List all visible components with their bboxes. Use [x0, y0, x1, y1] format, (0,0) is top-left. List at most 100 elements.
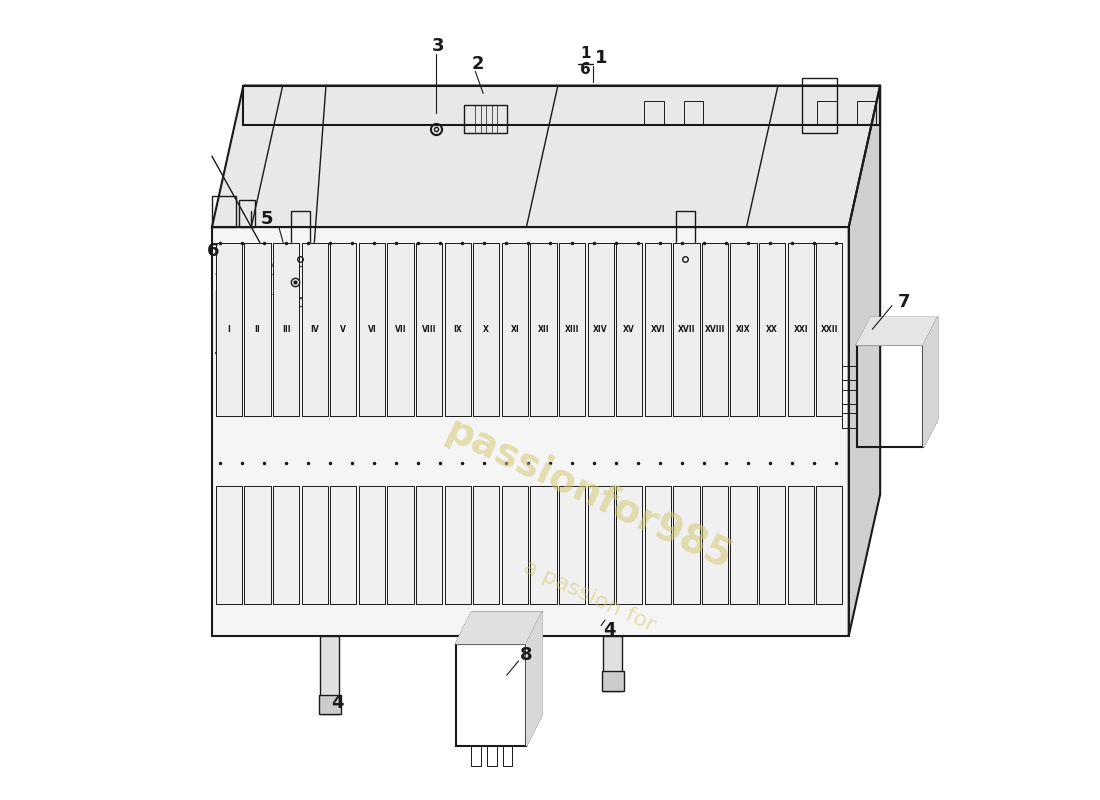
Polygon shape — [444, 486, 471, 604]
Polygon shape — [857, 318, 937, 345]
Bar — [271, 274, 278, 294]
Polygon shape — [502, 242, 528, 416]
Polygon shape — [387, 242, 414, 416]
Text: XIV: XIV — [593, 325, 608, 334]
Polygon shape — [416, 242, 442, 416]
Text: V: V — [340, 325, 346, 334]
Polygon shape — [244, 486, 271, 604]
Polygon shape — [730, 486, 757, 604]
Polygon shape — [455, 612, 542, 644]
Bar — [320, 636, 339, 714]
Text: I: I — [228, 325, 231, 334]
Polygon shape — [616, 486, 642, 604]
Bar — [843, 366, 857, 380]
Polygon shape — [587, 486, 614, 604]
Polygon shape — [387, 486, 414, 604]
Bar — [463, 106, 507, 133]
Bar — [802, 78, 837, 133]
Text: XXI: XXI — [793, 325, 808, 334]
Polygon shape — [702, 242, 728, 416]
Bar — [675, 211, 695, 290]
Bar — [817, 102, 837, 125]
Bar — [278, 266, 310, 298]
Polygon shape — [645, 486, 671, 604]
Polygon shape — [416, 486, 442, 604]
Polygon shape — [444, 242, 471, 416]
Polygon shape — [301, 486, 328, 604]
Text: XVI: XVI — [650, 325, 666, 334]
Polygon shape — [473, 242, 499, 416]
Bar — [857, 345, 923, 447]
Polygon shape — [673, 242, 700, 416]
Text: VII: VII — [395, 325, 406, 334]
Polygon shape — [923, 318, 937, 447]
Text: 4: 4 — [603, 621, 615, 638]
Polygon shape — [273, 486, 299, 604]
Bar — [240, 199, 255, 227]
Text: 1: 1 — [580, 46, 591, 61]
Bar — [645, 102, 664, 125]
Polygon shape — [730, 242, 757, 416]
Text: VI: VI — [367, 325, 376, 334]
Polygon shape — [273, 242, 299, 416]
Polygon shape — [212, 227, 849, 636]
Text: IX: IX — [453, 325, 462, 334]
Polygon shape — [645, 242, 671, 416]
Text: 8: 8 — [520, 646, 532, 665]
Polygon shape — [559, 486, 585, 604]
Text: XII: XII — [538, 325, 549, 334]
Text: II: II — [255, 325, 261, 334]
Polygon shape — [788, 242, 814, 416]
Text: XX: XX — [767, 325, 778, 334]
Polygon shape — [527, 612, 542, 746]
Bar — [487, 746, 496, 766]
Text: XXII: XXII — [821, 325, 838, 334]
Polygon shape — [359, 242, 385, 416]
Text: XVIII: XVIII — [705, 325, 725, 334]
Text: XVII: XVII — [678, 325, 695, 334]
Bar — [319, 694, 341, 714]
Text: 6: 6 — [580, 62, 591, 77]
Bar — [604, 636, 623, 691]
Polygon shape — [788, 486, 814, 604]
Polygon shape — [816, 242, 843, 416]
Polygon shape — [530, 242, 557, 416]
Text: XIII: XIII — [564, 325, 580, 334]
Text: a passion for: a passion for — [520, 557, 659, 636]
Text: passionfor985: passionfor985 — [440, 411, 738, 578]
Polygon shape — [212, 86, 880, 227]
Polygon shape — [673, 486, 700, 604]
Text: IV: IV — [310, 325, 319, 334]
Text: 5: 5 — [261, 210, 273, 228]
Polygon shape — [816, 486, 843, 604]
Bar — [843, 390, 857, 404]
Polygon shape — [216, 486, 242, 604]
Bar — [472, 746, 481, 766]
Polygon shape — [849, 86, 880, 636]
Bar — [212, 196, 235, 227]
Polygon shape — [616, 242, 642, 416]
Polygon shape — [244, 242, 271, 416]
Text: 3: 3 — [432, 38, 444, 55]
Polygon shape — [502, 486, 528, 604]
Polygon shape — [473, 486, 499, 604]
Polygon shape — [330, 242, 356, 416]
Bar — [212, 227, 849, 636]
Polygon shape — [702, 486, 728, 604]
Text: XI: XI — [510, 325, 519, 334]
Text: III: III — [282, 325, 290, 334]
Polygon shape — [759, 242, 785, 416]
Text: 7: 7 — [898, 293, 910, 310]
Polygon shape — [359, 486, 385, 604]
Text: XV: XV — [624, 325, 635, 334]
Text: XIX: XIX — [736, 325, 751, 334]
Polygon shape — [301, 242, 328, 416]
Bar — [843, 414, 857, 427]
Polygon shape — [216, 242, 242, 416]
Polygon shape — [330, 486, 356, 604]
Bar — [455, 644, 527, 746]
Polygon shape — [559, 242, 585, 416]
Polygon shape — [587, 242, 614, 416]
Bar — [602, 671, 624, 691]
Text: 2: 2 — [472, 54, 484, 73]
